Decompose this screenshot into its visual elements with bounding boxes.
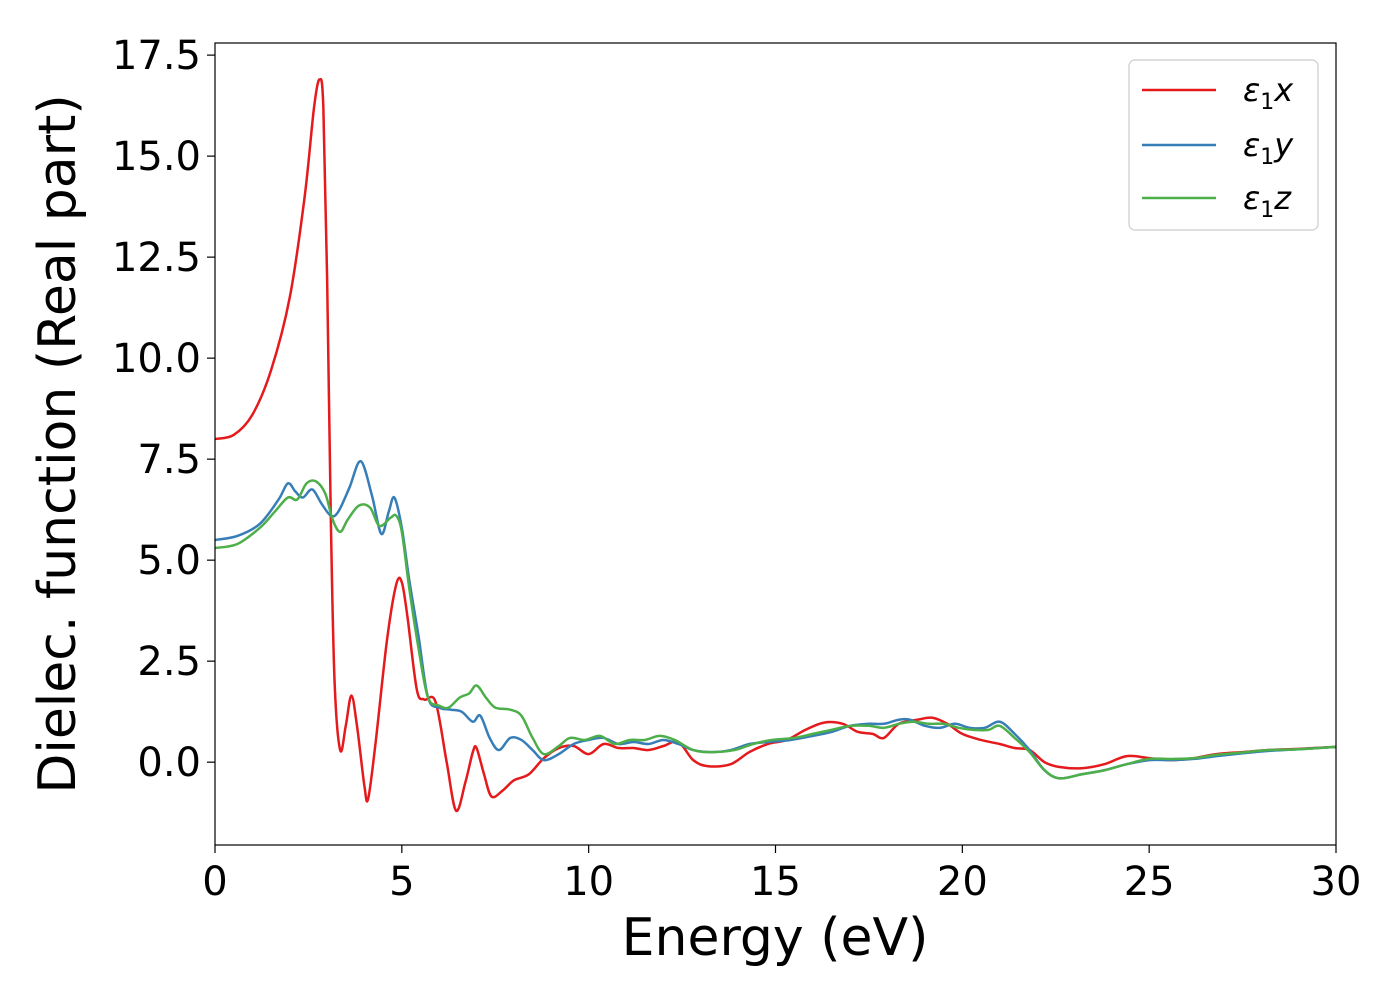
y-tick-label: 0.0	[137, 740, 201, 786]
y-axis-label: Dielec. function (Real part)	[28, 94, 88, 793]
y-tick-label: 7.5	[137, 437, 201, 483]
y-tick-label: 10.0	[112, 336, 201, 382]
legend-entry-ez: ε1z	[1142, 179, 1292, 223]
legend: ε1x ε1y ε1z	[1128, 59, 1319, 231]
x-ticks: 0 5 10 15 20 25 30	[202, 845, 1361, 905]
x-tick-label: 0	[202, 859, 227, 905]
x-tick-label: 5	[389, 859, 414, 905]
x-tick-label: 30	[1311, 859, 1362, 905]
y-tick-label: 5.0	[137, 538, 201, 584]
y-tick-label: 2.5	[137, 639, 201, 685]
y-ticks: 0.0 2.5 5.0 7.5 10.0 12.5 15.0 17.5	[112, 33, 215, 786]
x-tick-label: 10	[563, 859, 614, 905]
legend-label-ey: ε1y	[1243, 126, 1294, 170]
legend-entry-ey: ε1y	[1142, 126, 1294, 170]
legend-label-ex: ε1x	[1243, 71, 1294, 115]
y-tick-label: 12.5	[112, 235, 201, 281]
x-tick-label: 20	[937, 859, 988, 905]
legend-label-ez: ε1z	[1243, 179, 1292, 223]
series-line-x	[214, 77, 1337, 813]
legend-entry-ex: ε1x	[1142, 71, 1294, 115]
y-tick-label: 15.0	[112, 134, 201, 180]
x-tick-label: 25	[1124, 859, 1175, 905]
series-layer	[214, 77, 1337, 813]
legend-box	[1128, 59, 1319, 231]
x-axis-label: Energy (eV)	[622, 908, 929, 968]
series-line-z	[214, 479, 1337, 780]
x-tick-label: 15	[750, 859, 801, 905]
y-tick-label: 17.5	[112, 33, 201, 79]
